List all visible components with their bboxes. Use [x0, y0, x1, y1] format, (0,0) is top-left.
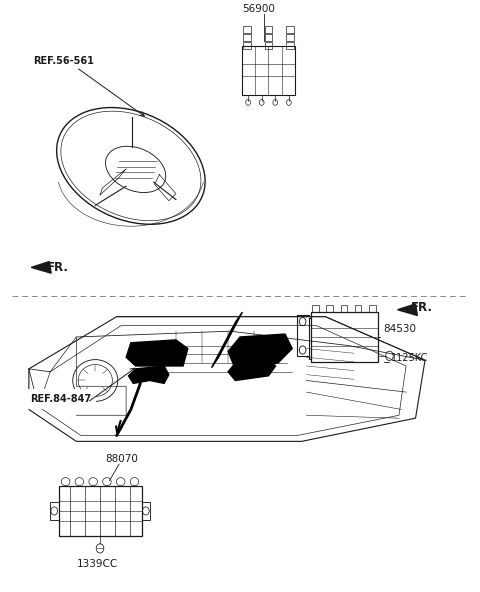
- Text: REF.56-561: REF.56-561: [34, 56, 95, 66]
- Text: 88070: 88070: [105, 454, 138, 464]
- Bar: [286, 42, 294, 49]
- Bar: [142, 501, 150, 520]
- Polygon shape: [129, 366, 169, 384]
- Polygon shape: [126, 340, 188, 366]
- Bar: [355, 305, 361, 313]
- Bar: [243, 26, 251, 33]
- Polygon shape: [228, 334, 292, 369]
- Bar: [50, 501, 59, 520]
- Bar: [369, 305, 376, 313]
- Polygon shape: [397, 304, 418, 316]
- Bar: [311, 313, 378, 362]
- Bar: [264, 42, 272, 49]
- Bar: [326, 305, 333, 313]
- Text: 84530: 84530: [384, 324, 416, 334]
- Text: 1339CC: 1339CC: [77, 559, 119, 570]
- Bar: [286, 26, 294, 33]
- Text: REF.84-847: REF.84-847: [30, 394, 91, 404]
- Bar: [264, 26, 272, 33]
- Bar: [264, 34, 272, 41]
- Text: 56900: 56900: [242, 4, 275, 14]
- Polygon shape: [212, 312, 242, 368]
- Text: FR.: FR.: [411, 301, 433, 314]
- Bar: [312, 305, 319, 313]
- Bar: [286, 34, 294, 41]
- Polygon shape: [31, 262, 51, 273]
- Text: 1125KC: 1125KC: [391, 353, 428, 363]
- Polygon shape: [228, 360, 276, 381]
- Bar: [243, 42, 251, 49]
- Bar: [243, 34, 251, 41]
- Bar: [242, 46, 295, 95]
- Bar: [341, 305, 347, 313]
- Bar: [59, 486, 142, 536]
- Text: FR.: FR.: [47, 261, 69, 274]
